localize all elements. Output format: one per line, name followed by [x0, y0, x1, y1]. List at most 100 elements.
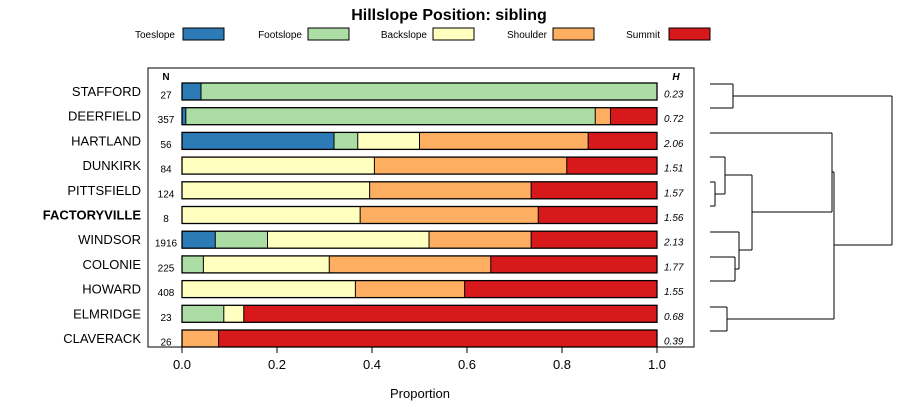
chart-title: Hillslope Position: sibling	[351, 7, 547, 24]
legend-swatch-summit	[668, 27, 711, 41]
row-label: CLAVERACK	[63, 331, 141, 346]
bar-segment-summit	[610, 107, 657, 125]
n-value: 8	[163, 214, 169, 225]
bar-segment-backslope	[267, 231, 429, 249]
bar-segment-toeslope	[182, 132, 334, 150]
n-value: 408	[158, 288, 175, 299]
bar-segment-backslope	[182, 206, 361, 224]
n-column-header: N	[162, 72, 169, 83]
bar-segment-shoulder	[360, 206, 539, 224]
plot-panel: N H STAFFORD 27 0.23 DEERFIELD 357 0.72 HARTLAND…	[43, 67, 695, 372]
legend-label-backslope: Backslope	[381, 30, 428, 41]
bar-segment-summit	[588, 132, 657, 150]
row-label: FACTORYVILLE	[43, 208, 142, 223]
x-tick-label: 1.0	[648, 357, 666, 372]
legend-swatch-footslope	[307, 27, 350, 41]
bar-segment-shoulder	[429, 231, 532, 249]
bar-segment-summit	[531, 231, 657, 249]
legend-swatch-backslope	[432, 27, 475, 41]
row-label: DEERFIELD	[68, 109, 141, 124]
legend: Toeslope Footslope Backslope Shoulder Summit	[135, 27, 711, 41]
legend-label-summit: Summit	[626, 30, 660, 41]
row-label: COLONIE	[82, 257, 141, 272]
legend-label-shoulder: Shoulder	[507, 30, 548, 41]
x-tick-label: 0.8	[553, 357, 571, 372]
bar-segment-summit	[490, 255, 657, 273]
bar-outline	[181, 107, 658, 126]
x-tick-label: 0.6	[458, 357, 476, 372]
bar-outline	[181, 205, 658, 225]
n-value: 225	[158, 263, 175, 274]
bar-segment-shoulder	[419, 132, 589, 150]
n-value: 56	[160, 140, 172, 151]
row-label: STAFFORD	[72, 84, 141, 99]
bar-segment-summit	[566, 157, 657, 175]
bar-segment-footslope	[201, 83, 657, 100]
h-value: 1.55	[664, 287, 684, 298]
bar-outline	[181, 255, 658, 274]
row-label: PITTSFIELD	[67, 183, 141, 198]
bar-outline	[181, 329, 658, 348]
bar-segment-backslope	[182, 157, 375, 175]
n-value: 84	[160, 165, 172, 176]
n-value: 124	[158, 189, 175, 200]
bar-segment-toeslope	[182, 107, 186, 125]
n-value: 357	[158, 115, 175, 126]
h-value: 1.57	[664, 188, 684, 199]
bar-segment-backslope	[203, 255, 330, 273]
bar-segment-toeslope	[182, 83, 201, 100]
bar-segment-summit	[538, 206, 657, 224]
x-tick-label: 0.0	[173, 357, 191, 372]
bar-segment-summit	[243, 305, 657, 323]
bar-outline	[181, 304, 658, 323]
n-value: 23	[160, 313, 172, 324]
bar-segment-summit	[531, 181, 657, 199]
h-value: 0.39	[664, 337, 684, 348]
bar-segment-backslope	[182, 181, 370, 199]
bar-segment-shoulder	[329, 255, 491, 273]
bar-outline	[181, 82, 658, 101]
bar-outline	[181, 181, 658, 200]
bar-outline	[181, 230, 658, 249]
row-label: DUNKIRK	[82, 158, 141, 173]
bar-segment-footslope	[182, 305, 224, 323]
x-tick-label: 0.2	[268, 357, 286, 372]
legend-label-footslope: Footslope	[258, 30, 302, 41]
bar-segment-shoulder	[374, 157, 567, 175]
x-axis-label: Proportion	[390, 386, 450, 401]
legend-swatch-toeslope	[182, 27, 225, 41]
bar-segment-backslope	[223, 305, 244, 323]
row-label: WINDSOR	[78, 232, 141, 247]
h-value: 2.13	[663, 238, 684, 249]
bar-segment-shoulder	[355, 280, 465, 298]
row-label: HOWARD	[82, 282, 141, 297]
bar-outline	[181, 279, 658, 299]
bar-segment-backslope	[182, 280, 356, 298]
h-value: 1.77	[664, 262, 684, 273]
bar-segment-footslope	[334, 132, 358, 150]
row-label: ELMRIDGE	[73, 306, 141, 321]
n-value: 26	[160, 338, 172, 349]
h-value: 1.51	[664, 164, 683, 175]
h-value: 0.23	[664, 90, 684, 101]
bar-segment-summit	[218, 330, 657, 347]
bar-outline	[181, 156, 658, 175]
bar-segment-shoulder	[369, 181, 532, 199]
bar-segment-summit	[464, 280, 657, 298]
n-value: 27	[160, 91, 172, 102]
dendrogram	[710, 83, 893, 332]
row-label: HARTLAND	[71, 133, 141, 148]
h-column-header: H	[672, 72, 680, 83]
n-value: 1916	[155, 239, 178, 250]
bar-segment-backslope	[357, 132, 420, 150]
bar-segment-shoulder	[182, 330, 219, 347]
x-tick-label: 0.4	[363, 357, 381, 372]
h-value: 2.06	[663, 139, 684, 150]
h-value: 0.72	[664, 114, 684, 125]
legend-label-toeslope: Toeslope	[135, 30, 175, 41]
bar-segment-footslope	[182, 255, 204, 273]
bar-segment-footslope	[215, 231, 268, 249]
h-value: 1.56	[664, 213, 684, 224]
bar-segment-toeslope	[182, 231, 216, 249]
